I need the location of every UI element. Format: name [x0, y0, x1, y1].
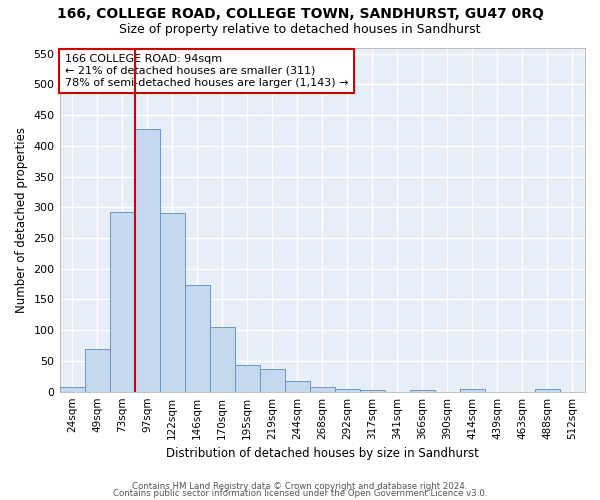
Text: Size of property relative to detached houses in Sandhurst: Size of property relative to detached ho…: [119, 22, 481, 36]
Bar: [360, 390, 385, 392]
Text: Contains HM Land Registry data © Crown copyright and database right 2024.: Contains HM Land Registry data © Crown c…: [132, 482, 468, 491]
Bar: [410, 390, 435, 392]
Bar: [260, 369, 285, 392]
Text: 166 COLLEGE ROAD: 94sqm
← 21% of detached houses are smaller (311)
78% of semi-d: 166 COLLEGE ROAD: 94sqm ← 21% of detache…: [65, 54, 348, 88]
Bar: [285, 381, 310, 392]
Bar: [85, 348, 110, 392]
Bar: [535, 389, 560, 392]
Bar: [110, 212, 134, 392]
Bar: [235, 364, 260, 392]
Bar: [310, 387, 335, 392]
X-axis label: Distribution of detached houses by size in Sandhurst: Distribution of detached houses by size …: [166, 447, 479, 460]
Bar: [160, 214, 185, 392]
Bar: [134, 128, 160, 392]
Text: 166, COLLEGE ROAD, COLLEGE TOWN, SANDHURST, GU47 0RQ: 166, COLLEGE ROAD, COLLEGE TOWN, SANDHUR…: [56, 8, 544, 22]
Bar: [209, 327, 235, 392]
Bar: [59, 387, 85, 392]
Bar: [185, 284, 209, 392]
Text: Contains public sector information licensed under the Open Government Licence v3: Contains public sector information licen…: [113, 490, 487, 498]
Bar: [460, 388, 485, 392]
Y-axis label: Number of detached properties: Number of detached properties: [15, 126, 28, 312]
Bar: [335, 388, 360, 392]
